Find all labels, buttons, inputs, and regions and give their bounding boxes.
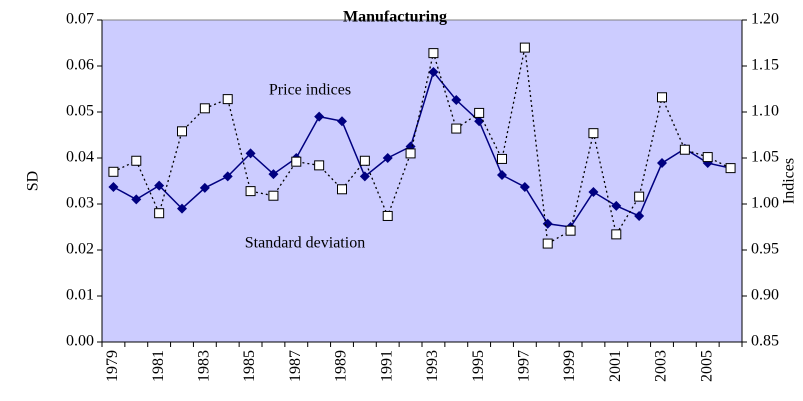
- marker: [542, 218, 553, 229]
- marker: [657, 92, 667, 103]
- marker: [154, 208, 165, 219]
- marker: [314, 111, 325, 122]
- marker: [314, 160, 325, 171]
- marker: [108, 181, 119, 192]
- marker: [588, 128, 599, 139]
- x-tick-label: 1989: [333, 350, 350, 382]
- marker: [497, 153, 507, 164]
- x-tick-label: 1995: [470, 350, 487, 382]
- y2-tick-label: 0.95: [751, 241, 779, 258]
- marker: [679, 144, 690, 155]
- marker: [497, 170, 507, 181]
- marker: [222, 94, 233, 105]
- marker: [382, 153, 393, 163]
- y-tick-label: 0.00: [66, 333, 94, 350]
- marker: [245, 148, 256, 159]
- y-tick-label: 0.02: [66, 241, 94, 258]
- y2-tick-label: 1.05: [751, 149, 779, 166]
- marker: [337, 116, 347, 127]
- x-tick-label: 2003: [653, 350, 670, 382]
- x-tick-label: 1979: [104, 350, 121, 382]
- x-tick-label: 1987: [287, 350, 304, 382]
- series-label: Price indices: [269, 82, 351, 99]
- marker: [268, 190, 279, 201]
- y-axis-label: SD: [25, 171, 42, 191]
- y2-tick-label: 1.20: [751, 11, 779, 28]
- marker: [177, 203, 187, 214]
- marker: [725, 163, 736, 174]
- marker: [131, 155, 142, 166]
- marker: [565, 225, 576, 236]
- marker: [634, 210, 645, 221]
- marker: [337, 184, 347, 195]
- y2-tick-label: 0.90: [751, 287, 779, 304]
- y-tick-label: 0.07: [66, 11, 94, 28]
- marker: [588, 187, 599, 198]
- marker: [542, 238, 553, 249]
- x-tick-label: 2005: [698, 350, 715, 382]
- marker: [359, 155, 370, 166]
- marker: [611, 229, 622, 240]
- y-tick-label: 0.04: [66, 149, 94, 166]
- y-tick-label: 0.01: [66, 287, 94, 304]
- x-tick-label: 1993: [424, 350, 441, 382]
- x-tick-label: 1997: [516, 350, 533, 382]
- marker: [519, 42, 530, 53]
- marker: [474, 116, 485, 127]
- marker: [451, 123, 462, 134]
- marker: [108, 166, 119, 177]
- y2-axis-label: Indices: [781, 158, 798, 204]
- x-tick-label: 1981: [150, 350, 167, 382]
- marker: [199, 103, 210, 114]
- marker: [177, 126, 187, 137]
- series-label: Standard deviation: [245, 235, 365, 252]
- marker: [222, 171, 233, 182]
- marker: [405, 148, 416, 159]
- marker: [519, 181, 530, 192]
- marker: [291, 156, 302, 167]
- y2-tick-label: 1.15: [751, 57, 779, 74]
- marker: [474, 107, 485, 118]
- marker: [154, 180, 165, 191]
- y2-tick-label: 1.00: [751, 195, 779, 212]
- y-tick-label: 0.06: [66, 57, 94, 74]
- x-tick-label: 2001: [607, 350, 624, 382]
- marker: [359, 171, 370, 182]
- marker: [268, 169, 279, 180]
- chart-title: Manufacturing: [343, 9, 447, 26]
- y-tick-label: 0.03: [66, 195, 94, 212]
- y2-tick-label: 0.85: [751, 333, 779, 350]
- marker: [451, 95, 462, 106]
- series-line: [113, 47, 731, 245]
- marker: [702, 152, 713, 163]
- marker: [245, 186, 256, 197]
- marker: [428, 66, 439, 77]
- x-tick-label: 1991: [378, 350, 395, 382]
- x-tick-label: 1999: [561, 350, 578, 382]
- x-tick-label: 1983: [196, 350, 213, 382]
- marker: [657, 158, 667, 169]
- marker: [634, 191, 645, 202]
- marker: [428, 48, 439, 59]
- y2-tick-label: 1.10: [751, 103, 779, 120]
- marker: [382, 210, 393, 221]
- series-line: [113, 70, 731, 228]
- y-tick-label: 0.05: [66, 103, 94, 120]
- plot-area: [101, 19, 743, 343]
- marker: [131, 194, 142, 205]
- marker: [199, 182, 210, 193]
- marker: [611, 200, 622, 211]
- x-tick-label: 1985: [241, 350, 258, 382]
